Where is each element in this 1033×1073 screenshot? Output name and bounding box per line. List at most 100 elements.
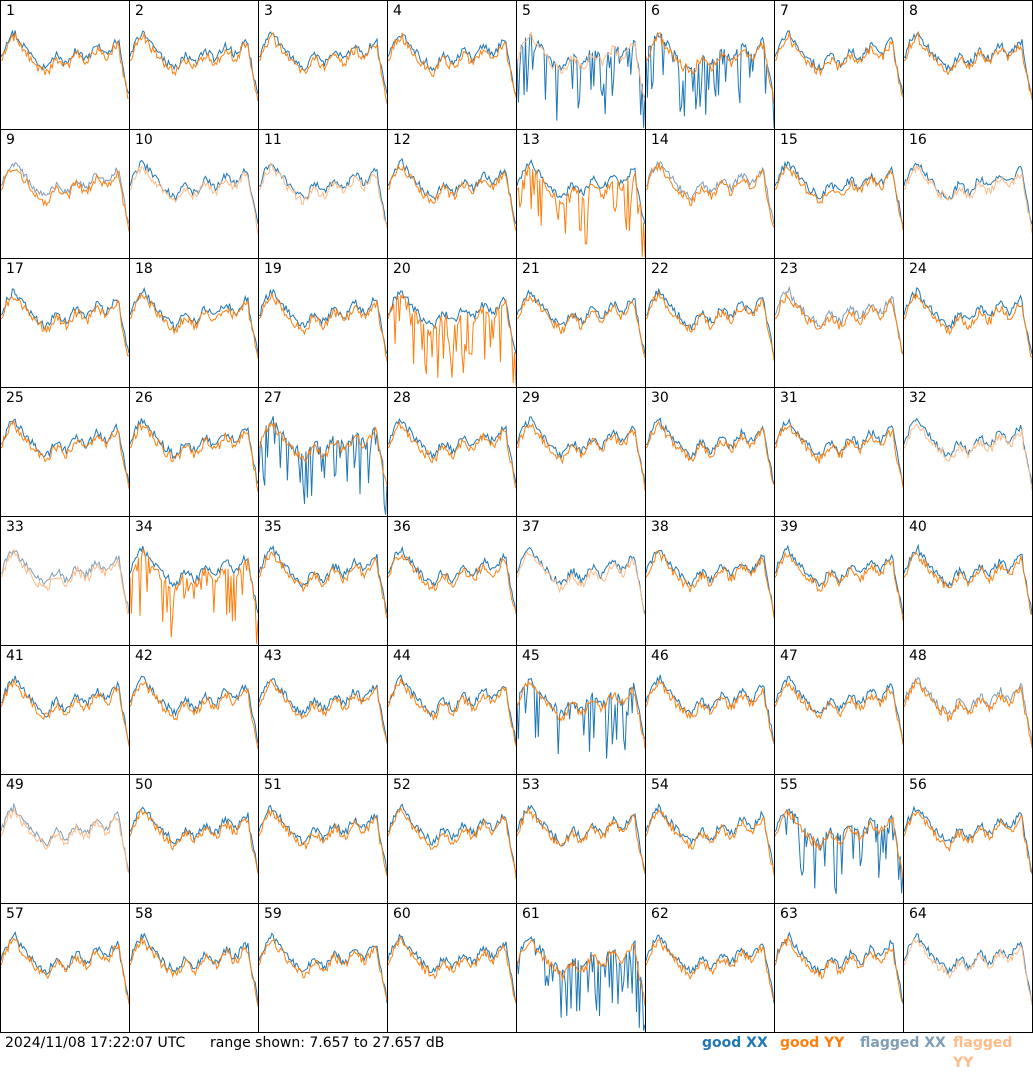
panel-plot: [517, 159, 645, 257]
legend-flagged-xx: flagged XX: [860, 1035, 946, 1051]
panel-number: 40: [909, 519, 927, 535]
panel-plot: [130, 159, 258, 235]
series-yy-line: [646, 939, 774, 1001]
panel-plot: [1, 548, 129, 614]
panel-number: 10: [135, 132, 153, 148]
spectrum-panel: 62: [646, 904, 775, 1033]
panel-plot: [1, 675, 129, 747]
series-xx-line: [259, 31, 387, 94]
panel-number: 31: [780, 390, 798, 406]
panel-number: 13: [522, 132, 540, 148]
series-xx-line: [775, 30, 903, 95]
panel-plot: [388, 674, 516, 746]
spectrum-panel: 20: [388, 259, 517, 388]
panel-number: 43: [264, 648, 282, 664]
legend-good-yy: good YY: [780, 1035, 845, 1051]
spectrum-panel: 14: [646, 130, 775, 259]
panel-number: 21: [522, 261, 540, 277]
panel-number: 55: [780, 777, 798, 793]
panel-plot: [1, 418, 129, 489]
series-yy-line: [259, 293, 387, 362]
panel-plot: [904, 676, 1032, 748]
panel-plot: [904, 30, 1032, 100]
panel-number: 3: [264, 3, 273, 19]
spectrum-panel: 9: [1, 130, 130, 259]
series-xx-line: [517, 289, 645, 354]
panel-number: 16: [909, 132, 927, 148]
series-yy-line: [130, 548, 258, 644]
series-yy-line: [517, 680, 645, 749]
spectrum-panel: 47: [775, 646, 904, 775]
series-yy-line: [1, 548, 129, 614]
panel-plot: [775, 808, 903, 895]
panel-number: 25: [6, 390, 24, 406]
series-yy-line: [904, 423, 1032, 491]
panel-plot: [388, 290, 516, 386]
series-yy-line: [259, 678, 387, 744]
series-xx-line: [646, 287, 774, 355]
series-xx-line: [775, 160, 903, 225]
series-xx-line: [259, 544, 387, 614]
series-xx-line: [259, 288, 387, 354]
panel-number: 49: [6, 777, 24, 793]
series-yy-line: [388, 553, 516, 613]
panel-plot: [517, 289, 645, 358]
panel-number: 61: [522, 906, 540, 922]
panel-number: 41: [6, 648, 24, 664]
panel-plot: [388, 545, 516, 614]
series-xx-line: [517, 677, 645, 759]
spectrum-panel: 56: [904, 775, 1033, 904]
panel-plot: [1, 931, 129, 1004]
panel-plot: [904, 162, 1032, 233]
panel-number: 20: [393, 261, 411, 277]
panel-number: 46: [651, 648, 669, 664]
panel-plot: [130, 286, 258, 359]
spectrum-panel: 42: [130, 646, 259, 775]
series-xx-line: [904, 417, 1032, 485]
series-xx-line: [646, 31, 774, 128]
series-xx-line: [130, 545, 258, 614]
panel-plot: [904, 932, 1032, 1006]
spectrum-panel: 5: [517, 1, 646, 130]
panel-number: 52: [393, 777, 411, 793]
timestamp: 2024/11/08 17:22:07 UTC: [5, 1035, 186, 1051]
series-yy-line: [775, 293, 903, 355]
panel-number: 35: [264, 519, 282, 535]
series-yy-line: [130, 809, 258, 874]
panel-plot: [130, 932, 258, 1007]
series-xx-line: [904, 676, 1032, 744]
spectrum-panel: 13: [517, 130, 646, 259]
spectrum-panel: 11: [259, 130, 388, 259]
series-xx-line: [517, 416, 645, 484]
panel-number: 54: [651, 777, 669, 793]
series-yy-line: [388, 32, 516, 98]
panel-number: 17: [6, 261, 24, 277]
spectrum-panel: 7: [775, 1, 904, 130]
range-label: range shown: 7.657 to 27.657 dB: [210, 1035, 445, 1051]
panel-number: 8: [909, 3, 918, 19]
series-yy-line: [259, 421, 387, 486]
panel-number: 63: [780, 906, 798, 922]
panel-number: 45: [522, 648, 540, 664]
spectrum-panel: 41: [1, 646, 130, 775]
panel-number: 53: [522, 777, 540, 793]
panel-number: 1: [6, 3, 15, 19]
series-xx-line: [517, 936, 645, 1031]
series-yy-line: [646, 679, 774, 743]
panel-plot: [130, 675, 258, 750]
panel-plot: [130, 545, 258, 644]
series-yy-line: [130, 423, 258, 492]
series-xx-line: [775, 544, 903, 614]
panel-plot: [646, 802, 774, 876]
panel-plot: [130, 418, 258, 492]
spectrum-panel: 33: [1, 517, 130, 646]
panel-number: 39: [780, 519, 798, 535]
series-xx-line: [130, 932, 258, 1004]
series-yy-line: [646, 290, 774, 361]
series-xx-line: [130, 286, 258, 354]
panel-plot: [775, 418, 903, 488]
panel-plot: [646, 160, 774, 228]
panel-number: 60: [393, 906, 411, 922]
series-xx-line: [646, 934, 774, 1004]
series-yy-line: [388, 806, 516, 879]
